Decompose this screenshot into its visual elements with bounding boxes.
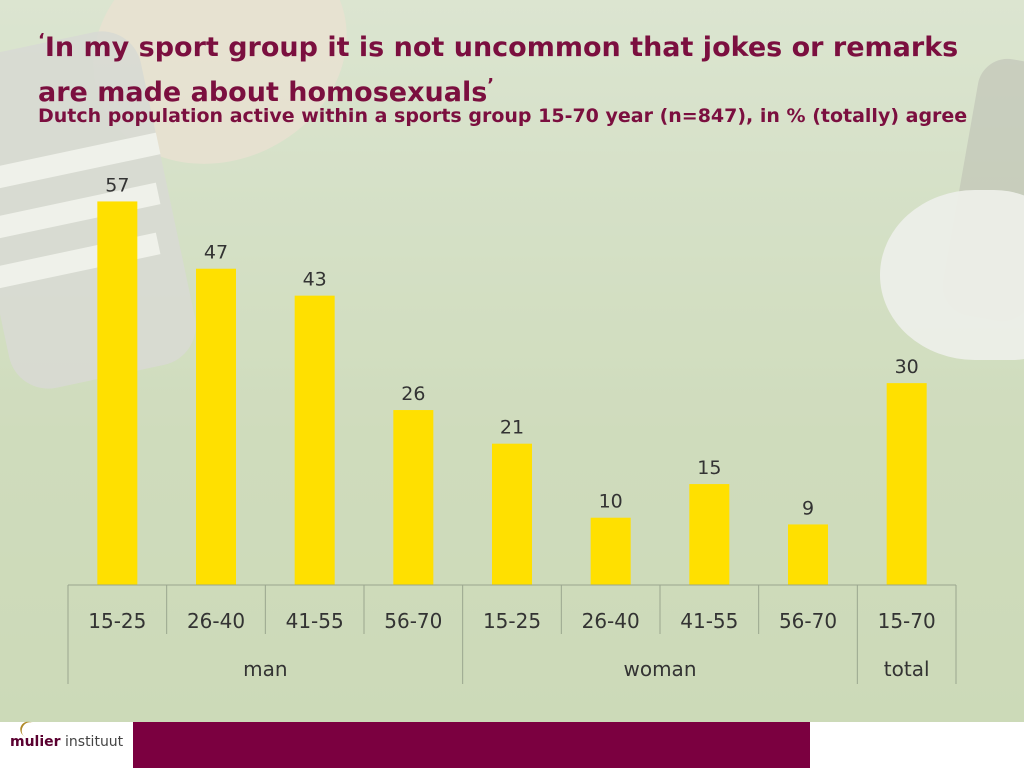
category-label-1: 26-40 [187, 609, 245, 633]
bar-7 [788, 524, 828, 585]
background-haze [0, 0, 1024, 722]
bar-0 [97, 201, 138, 585]
background-photo [0, 0, 1024, 722]
chart-title-text: In my sport group it is not uncommon tha… [38, 32, 959, 108]
value-label-7: 9 [802, 497, 814, 519]
value-label-1: 47 [204, 242, 228, 264]
bar-1 [196, 268, 236, 585]
category-axis: 15-25 26-40 41-55 56-70 15-25 26-40 41-55 56-70… [67, 584, 957, 684]
value-label-5: 10 [599, 491, 623, 513]
category-label-7: 56-70 [779, 609, 837, 633]
value-labels-layer: 57 47 43 26 21 10 15 9 30 [105, 174, 919, 519]
footer-bar [133, 722, 810, 768]
value-label-8: 30 [895, 356, 919, 378]
category-label-3: 56-70 [384, 609, 442, 633]
logo-bold-text: mulier [10, 734, 61, 750]
value-label-0: 57 [105, 174, 129, 196]
mulier-logo: mulier instituut [10, 734, 123, 750]
category-label-8: 15-70 [878, 609, 936, 633]
bar-2 [294, 295, 335, 585]
value-label-3: 26 [401, 383, 425, 405]
bar-6 [689, 484, 730, 585]
group-label-0: man [243, 657, 287, 681]
category-label-0: 15-25 [88, 609, 146, 633]
open-quote: ‘ [38, 30, 45, 51]
background-shoe [880, 190, 1024, 360]
value-label-6: 15 [697, 457, 721, 479]
chart-subtitle: Dutch population active within a sports … [38, 105, 968, 127]
close-quote: ’ [487, 75, 495, 96]
logo-light-text: instituut [60, 734, 124, 750]
bar-3 [393, 410, 434, 585]
group-label-2: total [884, 657, 930, 681]
category-label-6: 41-55 [680, 609, 738, 633]
bars-layer [97, 201, 927, 585]
bar-8 [886, 383, 927, 585]
group-label-1: woman [623, 657, 696, 681]
chart-title: ‘In my sport group it is not uncommon th… [38, 22, 998, 112]
category-label-4: 15-25 [483, 609, 541, 633]
value-label-2: 43 [303, 269, 327, 291]
bar-4 [492, 443, 532, 585]
value-label-4: 21 [500, 417, 524, 439]
category-label-2: 41-55 [286, 609, 344, 633]
bar-5 [590, 517, 631, 585]
category-label-5: 26-40 [582, 609, 640, 633]
